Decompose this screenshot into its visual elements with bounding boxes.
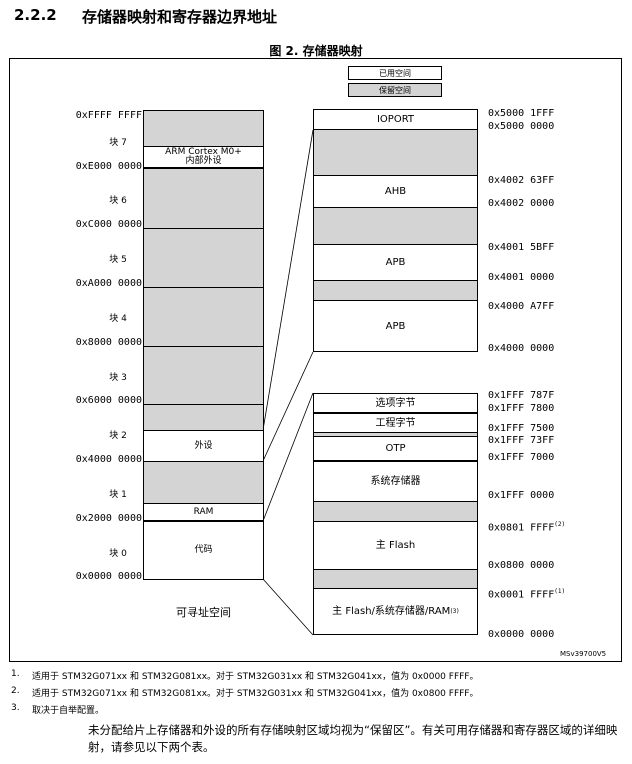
left-addr: 0x4000 0000 — [75, 454, 142, 465]
footnote-number: 2. — [11, 686, 20, 696]
lower-addr: 0x1FFF 7500 — [488, 423, 555, 434]
option-bytes-label: 选项字节 — [375, 397, 416, 409]
left-addr: 0x0000 0000 — [75, 571, 142, 582]
lower-addr: 0x1FFF 7800 — [488, 403, 555, 414]
main-flash-label: 主 Flash — [375, 540, 416, 551]
upper-addr: 0x4000 A7FF — [488, 301, 555, 312]
sep-line — [143, 168, 264, 169]
upper-addr: 0x4001 0000 — [488, 272, 555, 283]
block-label: 块 4 — [109, 314, 127, 324]
lower-addr: 0x0801 FFFF(2) — [488, 521, 565, 533]
aliased-label: 主 Flash/系统存储器/RAM — [332, 606, 451, 617]
code-region: 代码 — [143, 521, 264, 580]
lower-addr: 0x1FFF 73FF — [488, 435, 555, 446]
apb2-label: APB — [385, 320, 406, 332]
left-map — [143, 110, 264, 580]
alias-end-note: (1) — [554, 588, 566, 595]
left-addr: 0x8000 0000 — [75, 337, 142, 348]
apb2-region: APB — [313, 300, 478, 352]
ahb-label: AHB — [384, 186, 407, 197]
lower-addr: 0x0001 FFFF(1) — [488, 588, 565, 600]
figure-frame — [9, 58, 622, 662]
engineering-bytes-label: 工程字节 — [375, 417, 416, 429]
cortex-label-2: 内部外设 — [185, 156, 222, 166]
block-label: 块 6 — [109, 196, 127, 206]
option-bytes-region: 选项字节 — [313, 393, 478, 413]
system-memory-region: 系统存储器 — [313, 461, 478, 502]
lower-addr: 0x1FFF 787F — [488, 390, 555, 401]
lower-addr: 0x1FFF 7000 — [488, 452, 555, 463]
left-addr: 0x6000 0000 — [75, 395, 142, 406]
lower-addr: 0x0000 0000 — [488, 629, 555, 640]
ioport-region: IOPORT — [313, 109, 478, 130]
system-memory-label: 系统存储器 — [370, 476, 421, 487]
upper-addr: 0x5000 1FFF — [488, 108, 555, 119]
main-flash-region: 主 Flash — [313, 521, 478, 570]
peripherals-label: 外设 — [194, 440, 213, 451]
figure-title: 图 2. 存储器映射 — [269, 44, 363, 58]
section-title: 存储器映射和寄存器边界地址 — [82, 8, 278, 26]
peripherals-region: 外设 — [143, 430, 264, 462]
ahb-region: AHB — [313, 175, 478, 208]
upper-addr: 0x5000 0000 — [488, 121, 555, 132]
upper-addr: 0x4002 0000 — [488, 198, 555, 209]
left-addr: 0xC000 0000 — [75, 219, 142, 230]
cortex-m0-peripherals: ARM Cortex M0+ 内部外设 — [143, 146, 264, 168]
ram-label: RAM — [193, 506, 214, 517]
left-addr: 0x2000 0000 — [75, 513, 142, 524]
block-label: 块 2 — [109, 431, 127, 441]
apb1-label: APB — [385, 257, 406, 268]
left-addr: 0xFFFF FFFF — [75, 110, 142, 121]
ram-region: RAM — [143, 503, 264, 521]
body-paragraph: 未分配给片上存储器和外设的所有存储映射区域均视为“保留区”。有关可用存储器和寄存… — [88, 723, 618, 754]
legend-reserved-label: 保留空间 — [379, 85, 411, 95]
alias-end-addr: 0x0001 FFFF — [488, 589, 555, 601]
footnote-number: 3. — [11, 703, 20, 713]
otp-label: OTP — [385, 443, 406, 454]
addressable-space-caption: 可寻址空间 — [176, 606, 231, 619]
sep-line — [143, 404, 264, 405]
left-addr: 0xE000 0000 — [75, 161, 142, 172]
legend-used: 已用空间 — [348, 66, 442, 80]
flash-end-addr: 0x0801 FFFF — [488, 522, 555, 534]
otp-region: OTP — [313, 436, 478, 461]
cortex-label-1: ARM Cortex M0+ — [165, 147, 242, 157]
sep-line — [143, 228, 264, 229]
upper-addr: 0x4001 5BFF — [488, 242, 555, 253]
block-label: 块 5 — [109, 255, 127, 265]
upper-addr: 0x4000 0000 — [488, 343, 555, 354]
code-label: 代码 — [194, 545, 213, 555]
ioport-label: IOPORT — [376, 114, 415, 125]
footnote-text: 取决于自举配置。 — [32, 706, 105, 716]
figure-id: MSv39700V5 — [560, 650, 607, 658]
footnote-text: 适用于 STM32G071xx 和 STM32G081xx。对于 STM32G0… — [32, 672, 479, 682]
aliased-region: 主 Flash/系统存储器/RAM (3) — [313, 588, 478, 635]
block-label: 块 7 — [109, 138, 127, 148]
upper-addr: 0x4002 63FF — [488, 175, 555, 186]
block-label: 块 1 — [109, 490, 127, 500]
footnote-number: 1. — [11, 669, 20, 679]
legend-reserved: 保留空间 — [348, 83, 442, 97]
flash-end-note: (2) — [554, 521, 566, 528]
aliased-note: (3) — [450, 608, 459, 615]
footnote-text: 适用于 STM32G071xx 和 STM32G081xx。对于 STM32G0… — [32, 689, 479, 699]
left-addr: 0xA000 0000 — [75, 278, 142, 289]
lower-addr: 0x0800 0000 — [488, 560, 555, 571]
lower-addr: 0x1FFF 0000 — [488, 490, 555, 501]
section-number: 2.2.2 — [14, 6, 57, 24]
engineering-bytes-region: 工程字节 — [313, 413, 478, 433]
sep-line — [143, 287, 264, 288]
sep-line — [143, 346, 264, 347]
block-label: 块 3 — [109, 373, 127, 383]
block-label: 块 0 — [109, 549, 127, 559]
legend-used-label: 已用空间 — [379, 68, 411, 78]
apb1-region: APB — [313, 244, 478, 281]
